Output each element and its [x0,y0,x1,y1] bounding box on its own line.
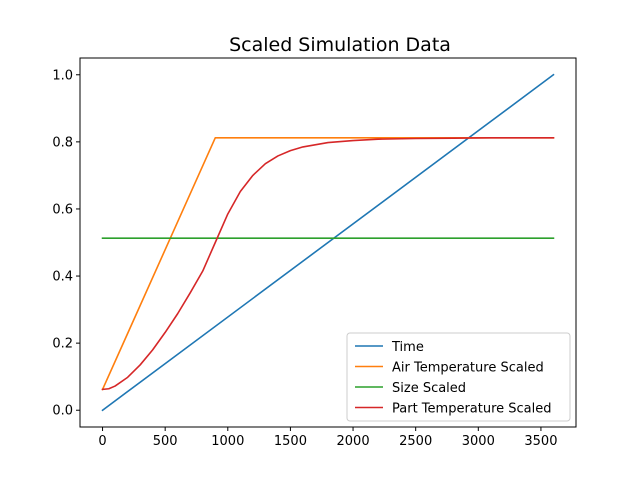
x-tick-label: 3500 [524,434,557,449]
x-tick-label: 1500 [274,434,307,449]
y-tick-label: 0.0 [52,404,73,419]
y-tick-label: 0.8 [52,135,73,150]
y-tick-label: 0.2 [52,337,73,352]
series-line-0 [101,73,555,412]
x-tick-label: 2500 [399,434,432,449]
x-axis: 0 500 1000 1500 2000 2500 3000 3500 [98,427,557,449]
y-axis: 0.0 0.2 0.4 0.6 0.8 1.0 [52,68,80,419]
legend-label: Size Scaled [392,381,466,396]
x-tick-label: 3000 [462,434,495,449]
x-tick-label: 500 [153,434,178,449]
y-tick-label: 0.6 [52,202,73,217]
axes-frame [79,57,577,428]
legend-box [346,332,571,422]
chart-title: Scaled Simulation Data [229,34,451,56]
legend-label: Time [391,340,424,355]
x-tick-label: 2000 [337,434,370,449]
x-tick-label: 0 [98,434,106,449]
legend-label: Part Temperature Scaled [392,402,552,417]
legend: Time Air Temperature Scaled Size Scaled Par… [346,332,571,422]
y-tick-label: 0.4 [52,270,73,285]
series-line-3 [101,137,555,391]
legend-label: Air Temperature Scaled [392,361,544,376]
plot-area [79,57,577,428]
x-tick-label: 1000 [211,434,244,449]
y-tick-label: 1.0 [52,68,73,83]
